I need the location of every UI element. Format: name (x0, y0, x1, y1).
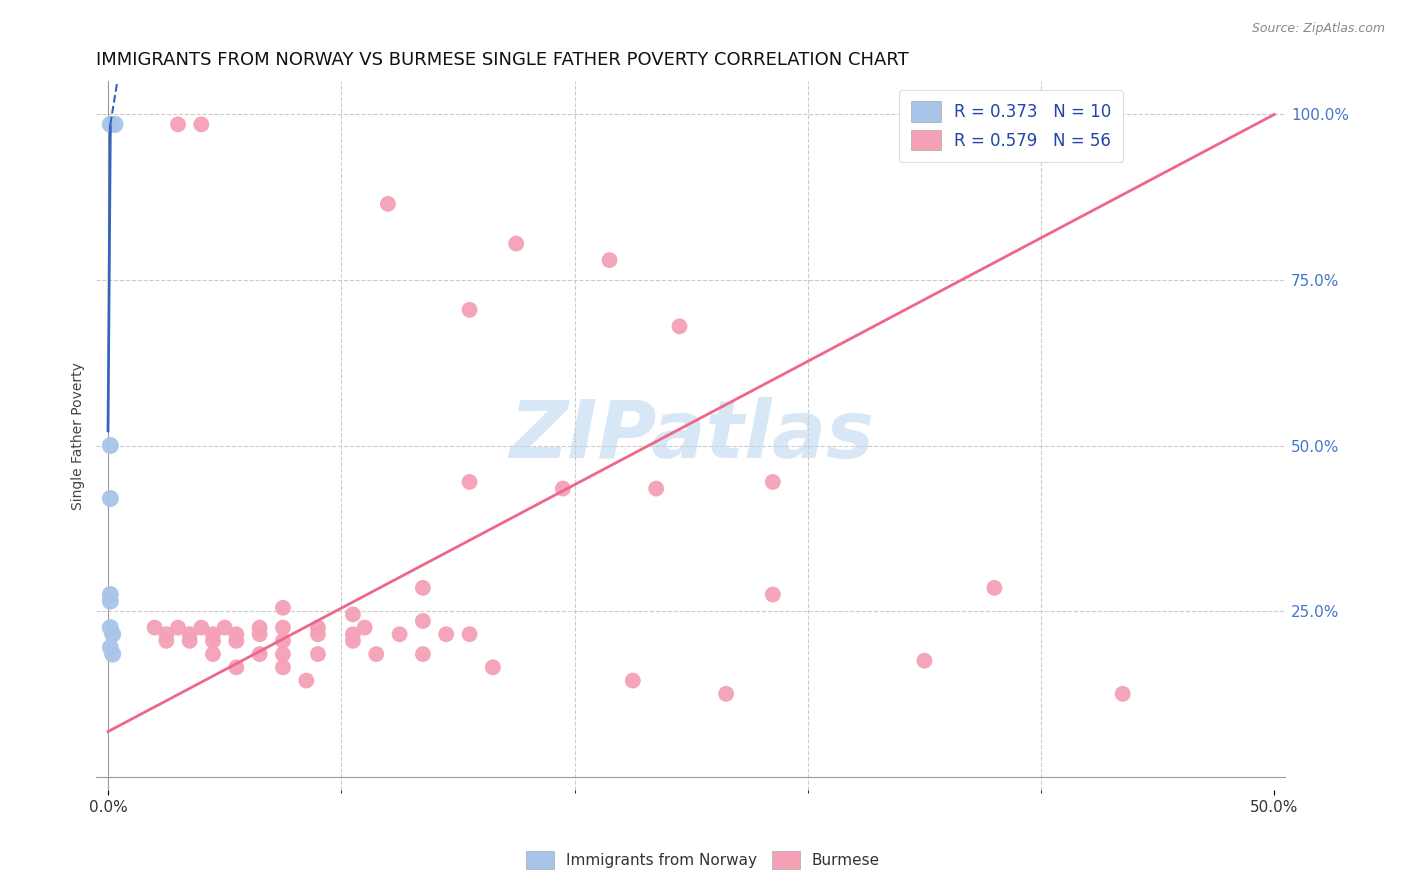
Point (271, 633, 294, 648)
Text: ZIPatlas: ZIPatlas (509, 397, 873, 475)
Point (412, 614, 434, 628)
Point (98, 438, 121, 452)
Point (225, 633, 247, 648)
Point (307, 621, 329, 635)
Point (179, 633, 201, 648)
Point (307, 627, 329, 641)
Point (98, 621, 121, 635)
Point (412, 581, 434, 595)
Point (458, 627, 481, 641)
Point (353, 621, 375, 635)
Point (190, 621, 212, 635)
Point (342, 627, 364, 641)
Point (98, 640, 121, 655)
Point (98, 117, 121, 131)
Point (377, 197, 399, 211)
Point (458, 302, 481, 317)
Point (167, 117, 190, 131)
Y-axis label: Single Father Poverty: Single Father Poverty (72, 361, 86, 509)
Text: Source: ZipAtlas.com: Source: ZipAtlas.com (1251, 22, 1385, 36)
Point (366, 647, 388, 661)
Legend: R = 0.373   N = 10, R = 0.579   N = 56: R = 0.373 N = 10, R = 0.579 N = 56 (898, 90, 1123, 162)
Point (599, 253, 621, 268)
Point (482, 660, 505, 674)
Point (714, 687, 737, 701)
Text: IMMIGRANTS FROM NORWAY VS BURMESE SINGLE FATHER POVERTY CORRELATION CHART: IMMIGRANTS FROM NORWAY VS BURMESE SINGLE… (97, 51, 910, 69)
Point (155, 633, 177, 648)
Point (104, 117, 127, 131)
Point (249, 621, 271, 635)
Point (645, 482, 668, 496)
Point (201, 627, 224, 641)
Legend: Immigrants from Norway, Burmese: Immigrants from Norway, Burmese (520, 845, 886, 875)
Point (912, 654, 935, 668)
Point (98, 491, 121, 506)
Point (249, 627, 271, 641)
Point (271, 647, 294, 661)
Point (668, 319, 690, 334)
Point (762, 475, 785, 489)
Point (342, 607, 364, 622)
Point (201, 633, 224, 648)
Point (388, 627, 411, 641)
Point (295, 673, 318, 688)
Point (983, 581, 1005, 595)
Point (101, 647, 124, 661)
Point (621, 673, 644, 688)
Point (271, 660, 294, 674)
Point (98, 587, 121, 601)
Point (98, 594, 121, 608)
Point (762, 587, 785, 601)
Point (225, 627, 247, 641)
Point (179, 627, 201, 641)
Point (271, 621, 294, 635)
Point (412, 647, 434, 661)
Point (214, 621, 236, 635)
Point (155, 627, 177, 641)
Point (271, 600, 294, 615)
Point (143, 621, 166, 635)
Point (249, 647, 271, 661)
Point (434, 627, 457, 641)
Point (201, 647, 224, 661)
Point (307, 647, 329, 661)
Point (458, 475, 481, 489)
Point (167, 621, 190, 635)
Point (551, 482, 574, 496)
Point (342, 633, 364, 648)
Point (190, 117, 212, 131)
Point (225, 660, 247, 674)
Point (1111, 687, 1133, 701)
Point (901, 117, 924, 131)
Point (101, 627, 124, 641)
Point (505, 236, 527, 251)
